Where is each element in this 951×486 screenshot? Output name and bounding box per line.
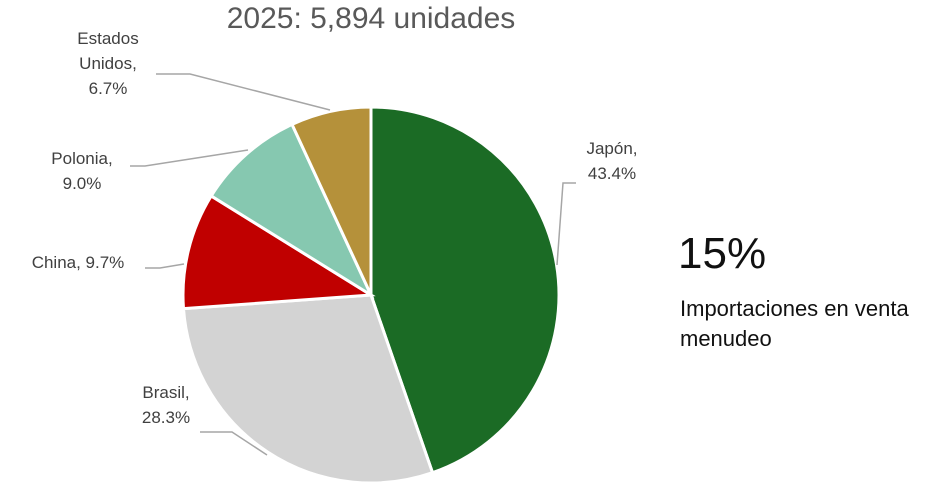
data-label: Polonia, 9.0% [51,149,113,193]
data-label: Japón, 43.4% [586,139,638,183]
leader-line [200,431,268,456]
pie-slice [181,193,376,311]
leader-line [556,182,576,266]
pie-slice [181,293,435,485]
data-label: Estados Unidos, 6.7% [77,29,139,98]
annotation-headline: 15% [678,229,767,278]
chart-title: 2025: 5,894 unidades [226,2,516,35]
data-label: Brasil, 28.3% [141,383,191,427]
leader-line [145,263,185,269]
data-label: China, 9.7% [31,253,125,272]
pie-slice [209,122,375,299]
leader-line [156,73,331,111]
annotation-text: Importaciones en venta menudeo [680,296,909,351]
pie-slice [290,105,373,296]
pie-slice [369,105,561,475]
leader-line [130,149,249,167]
